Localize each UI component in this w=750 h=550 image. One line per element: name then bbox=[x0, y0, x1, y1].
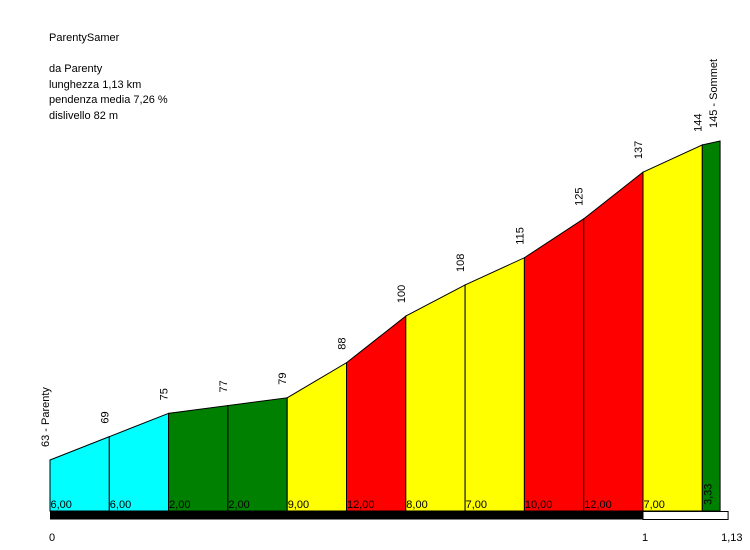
profile-segment bbox=[227, 397, 288, 512]
profile-segment bbox=[286, 361, 347, 512]
climb-average-gradient: pendenza media 7,26 % bbox=[49, 94, 168, 106]
elevation-label: 77 bbox=[218, 380, 230, 392]
elevation-label: 79 bbox=[277, 373, 289, 385]
x-tick-label: 0 bbox=[49, 532, 55, 544]
segment-gradient-label: 12,00 bbox=[584, 499, 612, 511]
segment-gradient-label: 12,00 bbox=[347, 499, 375, 511]
profile-segment bbox=[464, 256, 525, 512]
x-tick-label: 1 bbox=[642, 532, 648, 544]
segment-gradient-label: 8,00 bbox=[406, 499, 427, 511]
segment-gradient-label: 2,00 bbox=[169, 499, 190, 511]
segment-gradient-label: 2,00 bbox=[228, 499, 249, 511]
climb-length: lunghezza 1,13 km bbox=[49, 78, 142, 91]
elevation-label: 75 bbox=[159, 388, 171, 400]
elevation-label: 108 bbox=[455, 254, 467, 272]
climb-start: da Parenty bbox=[49, 63, 103, 75]
segment-gradient-label: 3,33 bbox=[702, 484, 714, 505]
profile-segment bbox=[583, 171, 644, 512]
profile-segment bbox=[523, 217, 585, 512]
elevation-label: 137 bbox=[633, 141, 645, 159]
elevation-label: 145 - Sommet bbox=[708, 59, 720, 128]
profile-segment bbox=[642, 144, 703, 512]
x-tick-label: 1,13 bbox=[721, 532, 742, 544]
climb-elevation-gain: dislivello 82 m bbox=[49, 109, 119, 122]
profile-segment bbox=[701, 140, 721, 512]
elevation-label: 115 bbox=[514, 227, 526, 245]
elevation-label: 100 bbox=[396, 285, 408, 303]
segment-gradient-label: 10,00 bbox=[525, 499, 553, 511]
profile-segment bbox=[108, 412, 170, 512]
climb-title: ParentySamer bbox=[49, 32, 120, 44]
km-bar bbox=[642, 511, 729, 520]
profile-segment bbox=[405, 284, 466, 512]
elevation-label: 63 - Parenty bbox=[40, 387, 52, 447]
elevation-label: 69 bbox=[99, 411, 111, 423]
segment-gradient-label: 7,00 bbox=[466, 499, 487, 511]
segment-gradient-label: 6,00 bbox=[110, 499, 131, 511]
profile-segment bbox=[346, 315, 407, 512]
segment-gradient-label: 7,00 bbox=[644, 499, 665, 511]
segment-gradient-label: 9,00 bbox=[288, 499, 309, 511]
km-bar bbox=[50, 511, 643, 520]
climb-info: ParentySamer da Parenty lunghezza 1,13 k… bbox=[49, 31, 168, 124]
segment-gradient-label: 6,00 bbox=[51, 499, 72, 511]
elevation-label: 88 bbox=[337, 338, 349, 350]
profile-segment bbox=[168, 404, 229, 512]
elevation-label: 125 bbox=[574, 187, 586, 205]
elevation-label: 144 bbox=[692, 114, 704, 132]
